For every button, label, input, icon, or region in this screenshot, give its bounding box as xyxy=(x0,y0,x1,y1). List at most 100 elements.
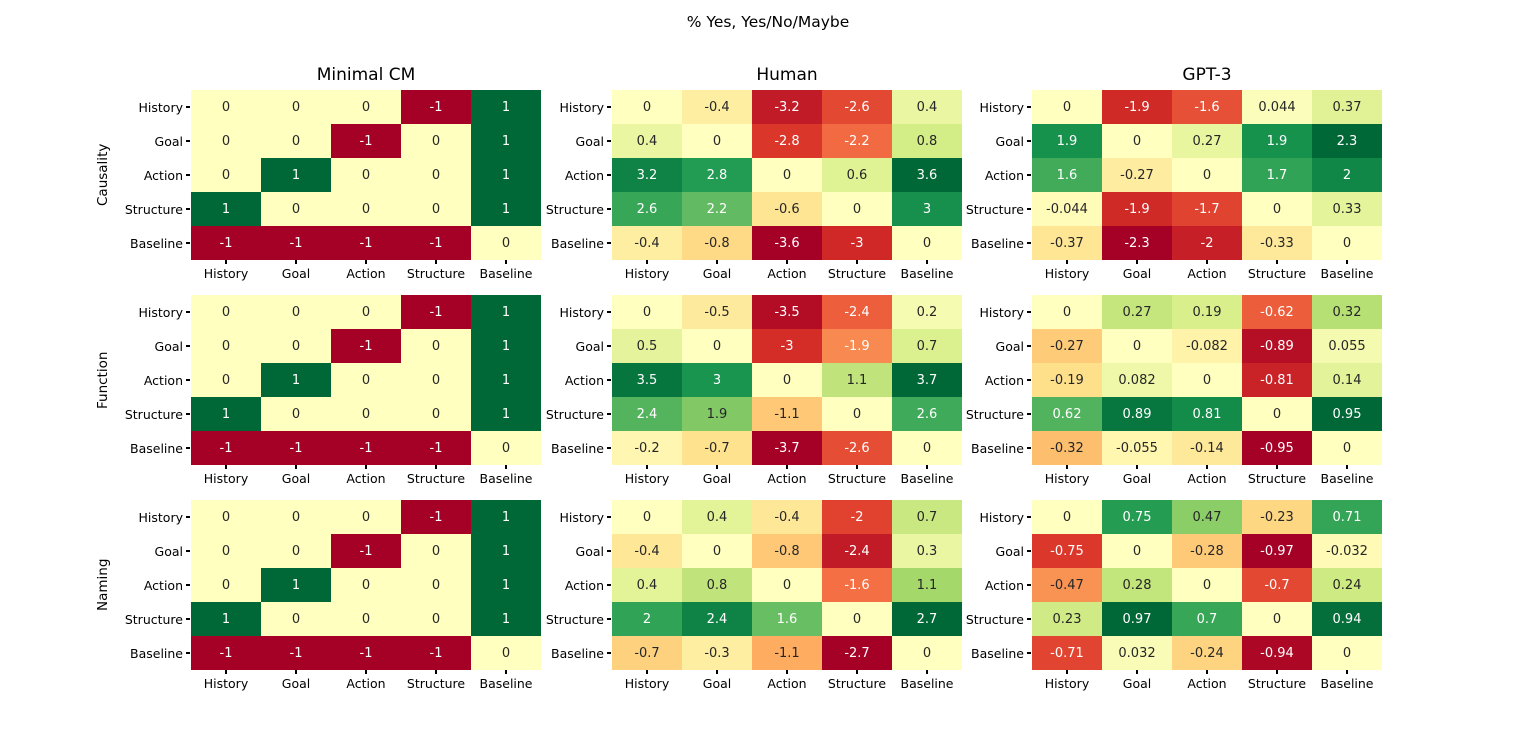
x-tick-label: Baseline xyxy=(1320,266,1374,281)
heatmap-cell: 0 xyxy=(822,192,892,226)
cell-value: -0.8 xyxy=(774,543,800,559)
heatmap-cell: 0 xyxy=(682,534,752,568)
y-tick-mark xyxy=(607,550,611,552)
heatmap-cell: 0 xyxy=(1172,363,1242,397)
x-tick: Baseline xyxy=(1312,465,1382,486)
x-tick: Structure xyxy=(822,260,892,281)
cell-value: -0.32 xyxy=(1050,440,1084,456)
x-tick: Structure xyxy=(401,465,471,486)
heatmap-cell: 0 xyxy=(331,602,401,636)
y-tick: Goal xyxy=(521,534,611,568)
y-tick-mark xyxy=(607,311,611,313)
x-tick-label: Action xyxy=(1187,266,1227,281)
heatmap-cell: -1 xyxy=(261,636,331,670)
heatmap-cell: 0.24 xyxy=(1312,568,1382,602)
heatmap-cell: 1.1 xyxy=(892,568,962,602)
heatmap-cell: -0.27 xyxy=(1102,158,1172,192)
y-tick-mark xyxy=(186,242,190,244)
y-tick-label: Action xyxy=(564,372,604,388)
cell-value: -1 xyxy=(429,440,443,456)
y-tick-mark xyxy=(186,550,190,552)
cell-value: 0 xyxy=(782,577,792,593)
x-tick: Structure xyxy=(401,670,471,691)
x-tick-mark xyxy=(1276,465,1278,469)
cell-value: -2.4 xyxy=(844,543,870,559)
y-tick: Goal xyxy=(941,329,1031,363)
cell-value: -3 xyxy=(780,338,794,354)
cell-value: 3 xyxy=(712,372,722,388)
x-tick: Structure xyxy=(1242,670,1312,691)
y-tick: Goal xyxy=(521,124,611,158)
x-tick: Structure xyxy=(401,260,471,281)
x-tick: History xyxy=(191,465,261,486)
cell-value: 3.5 xyxy=(636,372,658,388)
y-tick: Structure xyxy=(521,602,611,636)
heatmap-cell: 0 xyxy=(822,397,892,431)
heatmap-cell: -1 xyxy=(191,226,261,260)
x-tick-label: Goal xyxy=(1122,266,1152,281)
heatmap-cell: 1 xyxy=(191,397,261,431)
x-tick-label: Goal xyxy=(281,471,311,486)
cell-value: 0.082 xyxy=(1118,372,1156,388)
x-tick-mark xyxy=(225,260,227,264)
cell-value: -1 xyxy=(359,338,373,354)
y-tick-label: Action xyxy=(984,577,1024,593)
cell-value: 0.27 xyxy=(1192,133,1222,149)
heatmap-cell: 0 xyxy=(191,329,261,363)
y-tick: Baseline xyxy=(521,636,611,670)
heatmap-cell: -3.5 xyxy=(752,295,822,329)
heatmap-cell: -1.1 xyxy=(752,397,822,431)
heatmap-cell: 0 xyxy=(752,363,822,397)
heatmap-cell: 1.6 xyxy=(752,602,822,636)
heatmap-cell: -0.4 xyxy=(612,226,682,260)
y-tick-mark xyxy=(186,345,190,347)
cell-value: 0 xyxy=(782,167,792,183)
x-tick-mark xyxy=(786,465,788,469)
cell-value: 0 xyxy=(1062,509,1072,525)
cell-value: 2.8 xyxy=(706,167,728,183)
cell-value: -0.7 xyxy=(1264,577,1290,593)
heatmap-cell: -0.27 xyxy=(1032,329,1102,363)
heatmap-cell: 0.95 xyxy=(1312,397,1382,431)
cell-value: 0 xyxy=(221,167,231,183)
cell-value: -1 xyxy=(289,235,303,251)
cell-value: 0.24 xyxy=(1332,577,1362,593)
heatmap-cell: 0.47 xyxy=(1172,500,1242,534)
x-tick-mark xyxy=(1346,670,1348,674)
heatmap-cell: 0.75 xyxy=(1102,500,1172,534)
cell-value: 0 xyxy=(501,235,511,251)
y-tick: History xyxy=(521,500,611,534)
y-tick: Structure xyxy=(941,602,1031,636)
cell-value: 1 xyxy=(221,201,231,217)
heatmap-cell: 0 xyxy=(1312,636,1382,670)
heatmap-cell: -3.6 xyxy=(752,226,822,260)
heatmap-cell: 2.2 xyxy=(682,192,752,226)
x-tick-label: Action xyxy=(1187,471,1227,486)
y-tick: Structure xyxy=(941,397,1031,431)
x-tick-mark xyxy=(1206,465,1208,469)
y-tick-mark xyxy=(1027,413,1031,415)
heatmap-cell: 0 xyxy=(401,602,471,636)
heatmap-cell: 1 xyxy=(471,329,541,363)
cell-value: 0 xyxy=(221,509,231,525)
y-tick-label: History xyxy=(559,304,604,320)
heatmap-cell: 0.32 xyxy=(1312,295,1382,329)
x-tick-label: History xyxy=(203,676,249,691)
heatmap-cell: 0.23 xyxy=(1032,602,1102,636)
cell-value: 2.4 xyxy=(706,611,728,627)
cell-value: 0 xyxy=(712,338,722,354)
cell-value: 0.27 xyxy=(1122,304,1152,320)
heatmap-cell: -1 xyxy=(401,226,471,260)
x-tick: Action xyxy=(1172,670,1242,691)
cell-value: 1 xyxy=(501,167,511,183)
heatmap-cell: 0 xyxy=(752,568,822,602)
heatmap-cell: -0.7 xyxy=(612,636,682,670)
cell-value: 0 xyxy=(1272,406,1282,422)
heatmap-cell: 0 xyxy=(261,534,331,568)
x-tick: Structure xyxy=(822,670,892,691)
heatmap-cell: 0.19 xyxy=(1172,295,1242,329)
y-tick: Baseline xyxy=(941,226,1031,260)
heatmap-cell: 0.3 xyxy=(892,534,962,568)
y-tick-label: Baseline xyxy=(971,645,1024,661)
cell-value: 0.4 xyxy=(636,577,658,593)
